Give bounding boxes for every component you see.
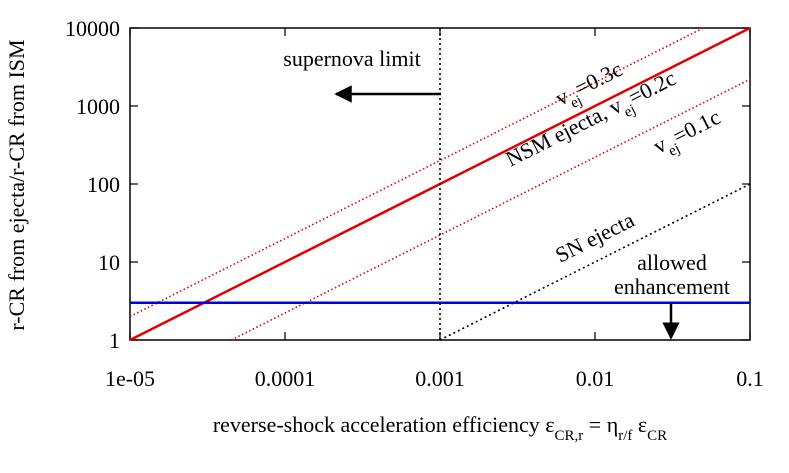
x-tick-label: 1e-05 (105, 366, 155, 391)
x-axis-label: reverse-shock acceleration efficiency εC… (213, 412, 667, 444)
label-part: =0.1c (669, 104, 725, 149)
annotation: supernova limit (283, 46, 420, 71)
y-axis-label: r-CR from ejecta/r-CR from ISM (4, 39, 29, 330)
annotation: allowed (637, 250, 707, 275)
subscript: CR,r (555, 428, 584, 444)
series-line (230, 78, 751, 341)
series-line (129, 27, 704, 318)
label-part: enhancement (614, 274, 730, 299)
y-tick-label: 1 (109, 328, 120, 353)
label-part: allowed (637, 250, 707, 275)
y-tick-label: 10000 (65, 16, 120, 41)
label-part: η (607, 412, 619, 437)
y-tick-label: 10 (98, 250, 120, 275)
subscript: CR (647, 428, 667, 444)
annotation: enhancement (614, 274, 730, 299)
subscript: r/f (618, 428, 632, 444)
label-part: reverse-shock acceleration efficiency (213, 412, 545, 437)
label-part: supernova limit (283, 46, 420, 71)
label-part: ε (632, 412, 647, 437)
x-tick-label: 0.1 (736, 366, 764, 391)
x-tick-label: 0.01 (576, 366, 615, 391)
y-tick-label: 100 (87, 172, 120, 197)
y-tick-label: 1000 (76, 94, 120, 119)
label-part: ε (545, 412, 554, 437)
x-tick-label: 0.001 (415, 366, 465, 391)
annotation: vej=0.1c (649, 104, 727, 165)
label-part: SN ejecta (551, 207, 638, 268)
label-part: = (583, 412, 606, 437)
x-tick-label: 0.0001 (255, 366, 316, 391)
label-part: =0.2c (624, 65, 680, 110)
annotation: SN ejecta (551, 207, 638, 268)
